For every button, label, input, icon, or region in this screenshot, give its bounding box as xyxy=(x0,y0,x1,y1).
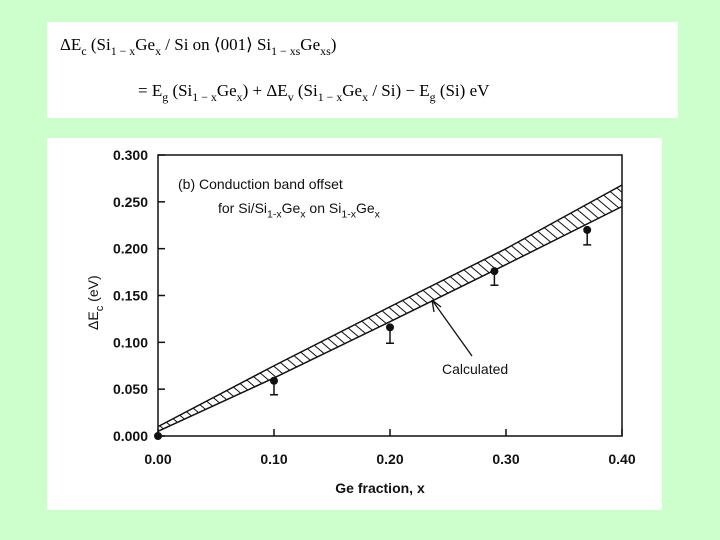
x-tick-label: 0.20 xyxy=(376,451,403,467)
band-edge xyxy=(157,205,623,432)
x-tick-label: 0.00 xyxy=(144,451,171,467)
subscript: x xyxy=(362,90,368,104)
subscript: 1 − x xyxy=(318,90,343,104)
subscript: xs xyxy=(320,44,331,58)
band-label: Calculated xyxy=(442,361,508,377)
y-axis-label: ΔEc (eV) xyxy=(85,275,106,330)
subscript: x xyxy=(300,209,306,221)
y-tick-label: 0.050 xyxy=(113,381,148,397)
text-run: (b) Conduction band offset xyxy=(178,176,343,192)
subscript: x xyxy=(237,90,243,104)
y-tick-label: 0.150 xyxy=(113,288,148,304)
chart: 0.000 0.050 0.100 0.150 0.200 0.250 0.300 0.00 0… xyxy=(85,147,636,496)
subscript: g xyxy=(430,90,436,104)
formula-line: ΔEc (Si1 − xGex / Si on ⟨001⟩ Si1 − xsGe… xyxy=(60,35,336,58)
text-run: Ge xyxy=(300,35,320,54)
text-run: / Si) − E xyxy=(368,81,430,100)
x-axis-label: Ge fraction, x xyxy=(335,480,425,496)
x-tick-label: 0.40 xyxy=(608,451,635,467)
text-run: Ge xyxy=(342,81,362,100)
formula-line: = Eg (Si1 − xGex) + ΔEv (Si1 − xGex / Si… xyxy=(138,81,490,104)
formula: ΔEc (Si1 − xGex / Si on ⟨001⟩ Si1 − xsGe… xyxy=(60,35,490,104)
text-run: ΔE xyxy=(60,35,81,54)
text-run: / Si on ⟨001⟩ Si xyxy=(161,35,271,54)
text-run: (Si xyxy=(168,81,192,100)
text-run: ΔE xyxy=(85,311,101,330)
text-run: ) xyxy=(331,35,337,54)
text-run: on Si xyxy=(306,200,342,216)
y-tick-label: 0.250 xyxy=(113,194,148,210)
data-point xyxy=(154,432,162,440)
band-edge xyxy=(157,184,623,428)
subscript: v xyxy=(288,90,294,104)
x-tick-label: 0.30 xyxy=(492,451,519,467)
subscript: x xyxy=(375,209,381,221)
formula-panel xyxy=(47,22,678,118)
subscript: 1 − xs xyxy=(271,44,301,58)
subscript: 1-x xyxy=(341,209,356,221)
band-hatch xyxy=(158,184,622,432)
subscript: 1-x xyxy=(267,209,282,221)
error-bar xyxy=(583,229,592,246)
y-tick-label: 0.200 xyxy=(113,241,148,257)
error-bar xyxy=(270,380,278,396)
error-bar xyxy=(490,271,499,286)
text-run: Ge xyxy=(217,81,237,100)
subscript: 1 − x xyxy=(111,44,136,58)
y-tick-label: 0.000 xyxy=(113,428,148,444)
error-bar xyxy=(386,327,394,345)
subscript: c xyxy=(94,305,106,311)
text-run: (Si xyxy=(294,81,318,100)
annotation: for Si/Si1-xGex on Si1-xGex xyxy=(218,200,381,221)
subscript: 1 − x xyxy=(192,90,217,104)
annotation: (b) Conduction band offset xyxy=(178,176,343,192)
x-tick-label: 0.10 xyxy=(260,451,287,467)
text-run: ) + ΔE xyxy=(243,81,288,100)
text-run: (Si xyxy=(87,35,111,54)
band-arrow xyxy=(431,299,473,357)
text-run: = E xyxy=(138,81,162,100)
subscript: x xyxy=(155,44,161,58)
y-tick-label: 0.100 xyxy=(113,334,148,350)
text-run: Ge xyxy=(135,35,155,54)
text-run: (eV) xyxy=(85,275,101,305)
text-run: (Si) eV xyxy=(436,81,491,100)
text-run: Ge xyxy=(282,200,301,216)
subscript: c xyxy=(81,44,86,58)
subscript: g xyxy=(162,90,168,104)
text-run: Ge xyxy=(356,200,375,216)
text-run: for Si/Si xyxy=(218,200,267,216)
y-tick-label: 0.300 xyxy=(113,147,148,163)
